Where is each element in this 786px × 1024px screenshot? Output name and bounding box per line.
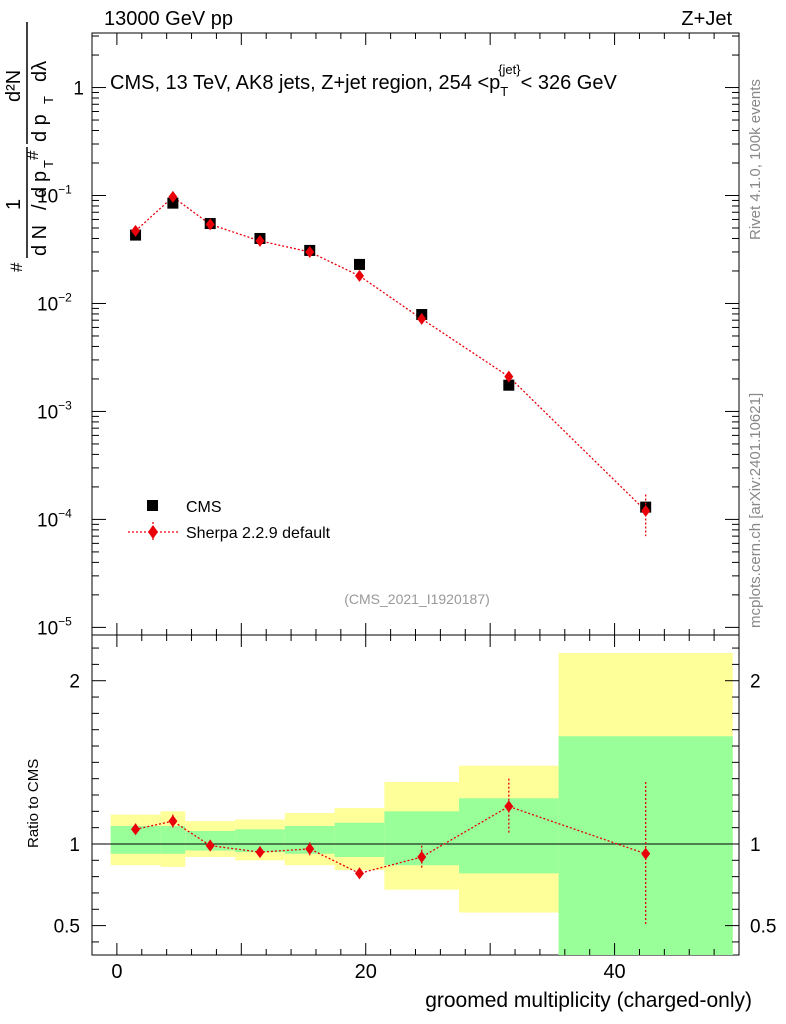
ratio-uncertainty-bands — [110, 652, 733, 955]
y-tick-label-base: 10 — [37, 187, 58, 208]
y-tick-label-exponent: −1 — [58, 183, 72, 197]
y-axis-label-ratio: Ratio to CMS — [25, 759, 42, 848]
ratio-band-green — [334, 822, 385, 858]
y-tick-label-exponent: −3 — [58, 398, 72, 412]
ratio-sherpa-line — [135, 805, 646, 875]
y-tick-label-base: 10 — [37, 510, 58, 531]
y-tick-label-main: 10−3 — [37, 398, 72, 423]
sherpa-point — [355, 269, 365, 282]
ratio-plot-marks — [131, 778, 651, 926]
ratio-point — [504, 800, 514, 813]
ratio-point — [131, 823, 141, 836]
legend-marker-sherpa — [148, 525, 158, 539]
ratio-point — [641, 847, 651, 860]
y-label-T: T — [41, 160, 56, 168]
ratio-point — [355, 867, 365, 880]
chart-title-sub: T — [500, 84, 508, 99]
y-tick-label-ratio: 0.5 — [54, 917, 80, 938]
y-label-hash-1: # — [7, 262, 26, 272]
x-axis-label: groomed multiplicity (charged-only) — [425, 989, 752, 1012]
header-right: Z+Jet — [681, 8, 732, 30]
y-axis-label-main: # 1 d N / d p T # d²N d p T dλ — [3, 22, 56, 272]
y-tick-label-ratio: 1 — [69, 835, 80, 856]
analysis-tag: (CMS_2021_I1920187) — [344, 591, 490, 607]
y-label-one: 1 — [3, 199, 25, 210]
ratio-point — [205, 839, 215, 852]
y-label-slash: / — [29, 204, 51, 210]
y-tick-label-main: 10−1 — [37, 183, 72, 208]
sherpa-point — [255, 234, 265, 247]
chart-title-main: CMS, 13 TeV, AK8 jets, Z+jet region, 254… — [110, 72, 500, 94]
legend-label-sherpa: Sherpa 2.2.9 default — [186, 525, 331, 542]
x-tick-label: 40 — [603, 961, 625, 983]
ratio-point — [305, 842, 315, 855]
y-tick-label-base: 10 — [37, 294, 58, 315]
sherpa-point — [205, 218, 215, 231]
x-tick-label: 20 — [355, 961, 377, 983]
sherpa-point — [131, 224, 141, 237]
y-tick-label-ratio: 2 — [69, 672, 80, 693]
cms-point — [354, 258, 366, 270]
chart-title-sup: {jet} — [498, 62, 521, 77]
chart-title: CMS, 13 TeV, AK8 jets, Z+jet region, 254… — [110, 62, 617, 99]
sherpa-point — [641, 504, 651, 517]
header-left: 13000 GeV pp — [104, 8, 233, 30]
legend-label-cms: CMS — [186, 499, 222, 516]
y-tick-label-base: 10 — [37, 618, 58, 639]
y-tick-label-main: 10−4 — [37, 506, 72, 531]
sherpa-point — [168, 190, 178, 203]
chart-title-tail: < 326 GeV — [521, 72, 618, 94]
y-label-dlambda: dλ — [29, 61, 51, 82]
y-tick-label-main: 1 — [73, 79, 84, 100]
ratio-band-green — [235, 829, 285, 853]
main-plot-frame — [91, 32, 740, 636]
y-tick-label-exponent: −4 — [58, 506, 72, 520]
y-tick-label-ratio-right: 0.5 — [750, 917, 776, 938]
axis-ticks — [92, 33, 739, 955]
sherpa-point — [504, 370, 514, 383]
y-label-T2: T — [41, 96, 56, 104]
y-label-dN: d N — [29, 225, 51, 256]
y-tick-label-base: 10 — [37, 402, 58, 423]
ratio-point — [255, 846, 265, 859]
y-tick-label-main: 10−2 — [37, 290, 72, 315]
y-tick-label-exponent: −2 — [58, 290, 72, 304]
ratio-point — [168, 815, 178, 828]
y-tick-label-main: 10−5 — [37, 614, 72, 639]
y-label-p: p — [29, 171, 51, 182]
y-tick-label-ratio-right: 1 — [750, 835, 761, 856]
y-tick-label-ratio-right: 2 — [750, 672, 761, 693]
y-label-hash-2: # — [23, 150, 42, 160]
sherpa-point — [417, 312, 427, 325]
legend-marker-cms — [147, 500, 158, 511]
y-label-d2N: d²N — [3, 70, 25, 102]
legend: CMS Sherpa 2.2.9 default — [128, 499, 331, 542]
cms-point — [503, 379, 515, 391]
y-label-dpT: d p — [29, 114, 51, 142]
sherpa-point — [305, 245, 315, 258]
cms-point — [167, 197, 179, 209]
x-tick-label: 0 — [111, 961, 122, 983]
main-plot-marks — [130, 190, 652, 537]
sherpa-line — [135, 196, 647, 512]
ratio-point — [417, 851, 427, 864]
ratio-band-green — [160, 826, 186, 854]
y-tick-label-exponent: −5 — [58, 614, 72, 628]
y-label-d: d — [29, 187, 51, 198]
